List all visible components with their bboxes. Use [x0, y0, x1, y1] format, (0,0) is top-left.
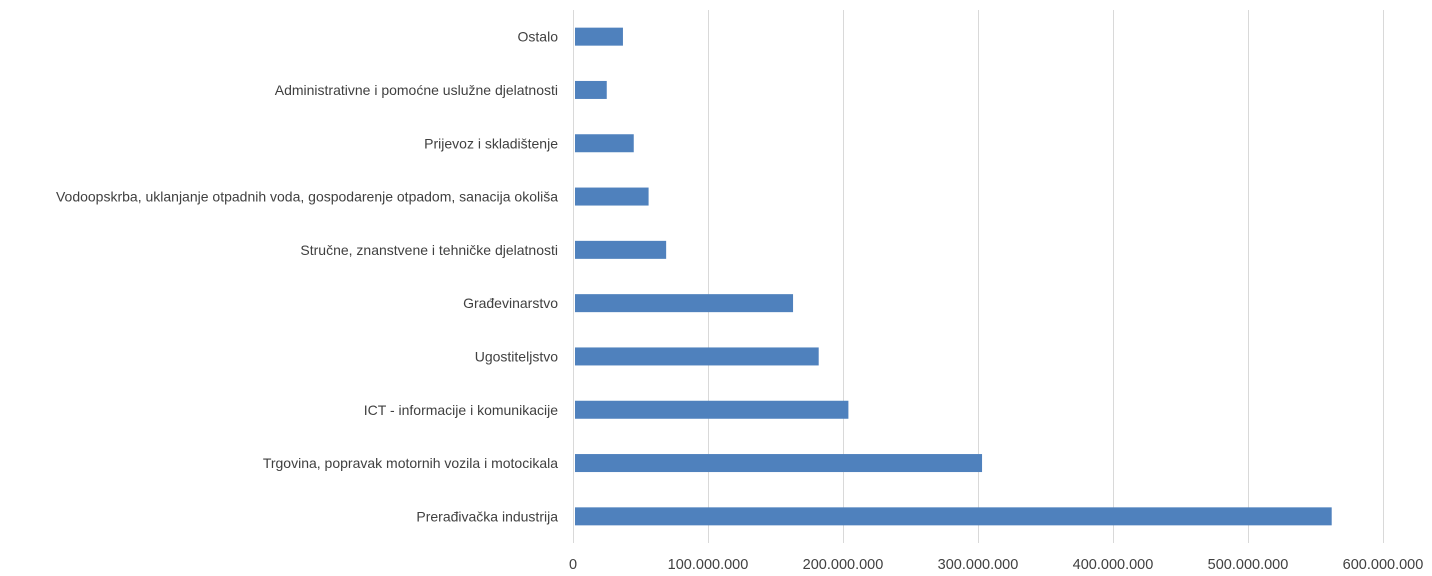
x-tick-label: 500.000.000: [1208, 557, 1289, 573]
category-label: Prijevoz i skladištenje: [424, 135, 558, 151]
category-label: ICT - informacije i komunikacije: [364, 402, 558, 418]
x-tick-label: 200.000.000: [803, 557, 884, 573]
bar: [575, 454, 983, 473]
bar: [575, 240, 667, 259]
bar: [575, 507, 1332, 526]
bar: [575, 294, 794, 313]
category-label-layer: Ostalo Administrativne i pomoćne uslužne …: [56, 29, 558, 525]
category-label: Ostalo: [518, 29, 559, 45]
bar: [575, 134, 634, 153]
category-label: Stručne, znanstvene i tehničke djelatnos…: [300, 242, 558, 258]
x-tick-label: 0: [569, 557, 577, 573]
category-label: Vodoopskrba, uklanjanje otpadnih voda, g…: [56, 189, 558, 205]
x-tick-label: 600.000.000: [1343, 557, 1424, 573]
x-tick-label: 300.000.000: [938, 557, 1019, 573]
bar: [575, 400, 849, 419]
bar: [575, 27, 623, 46]
x-tick-label: 100.000.000: [668, 557, 749, 573]
bar-layer: [575, 27, 1332, 526]
category-label: Prerađivačka industrija: [416, 508, 558, 524]
category-label: Građevinarstvo: [463, 295, 558, 311]
grid-layer: [573, 10, 1384, 543]
tick-label-layer: 0 100.000.000 200.000.000 300.000.000 400.00…: [569, 557, 1423, 573]
bar: [575, 80, 607, 99]
bar: [575, 347, 819, 366]
bar: [575, 187, 649, 206]
x-tick-label: 400.000.000: [1073, 557, 1154, 573]
category-label: Trgovina, popravak motornih vozila i mot…: [263, 455, 558, 471]
category-label: Administrativne i pomoćne uslužne djelat…: [275, 82, 558, 98]
category-label: Ugostiteljstvo: [475, 348, 558, 364]
